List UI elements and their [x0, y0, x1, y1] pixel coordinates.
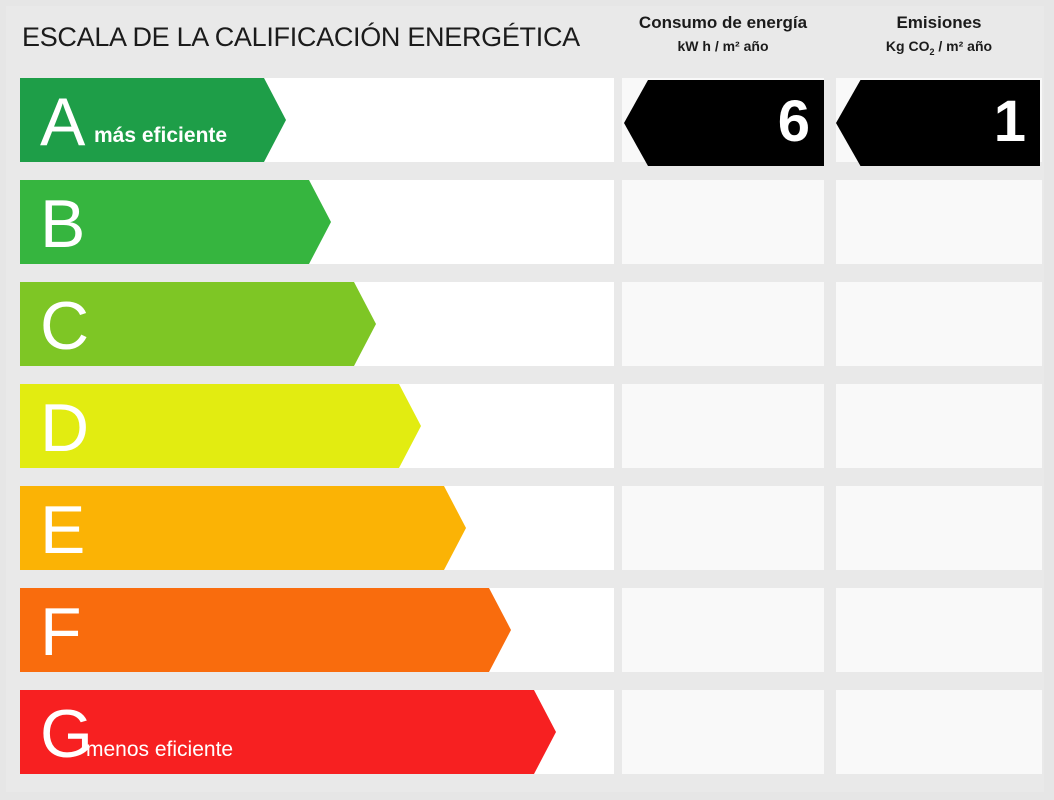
- class-letter-c: C: [40, 288, 90, 364]
- class-arrow-e: E: [20, 486, 466, 570]
- emisiones-cell-b: [836, 180, 1042, 264]
- consumo-header-unit: kW h / m² año: [677, 38, 769, 54]
- class-letter-a: A: [40, 84, 86, 160]
- emisiones-cell-f: [836, 588, 1042, 672]
- consumo-cell-c: [622, 282, 824, 366]
- consumo-rating-value: 6: [777, 89, 810, 154]
- emisiones-rating-badge: 1: [836, 80, 1040, 166]
- emisiones-unit-subscript: 2: [929, 46, 935, 57]
- consumo-cell-b: [622, 180, 824, 264]
- class-letter-b: B: [40, 186, 86, 262]
- consumo-cell-d: [622, 384, 824, 468]
- class-letter-e: E: [40, 492, 86, 568]
- class-letter-g: G: [40, 696, 93, 772]
- emisiones-rating-value: 1: [993, 89, 1026, 154]
- consumo-cell-f: [622, 588, 824, 672]
- class-letter-d: D: [40, 390, 90, 466]
- emisiones-column-header: Emisiones Kg CO2 / m² año: [836, 12, 1042, 64]
- consumo-header-title: Consumo de energía: [638, 13, 808, 32]
- consumo-rating-badge: 6: [624, 80, 824, 166]
- label-title: ESCALA DE LA CALIFICACIÓN ENERGÉTICA: [22, 22, 580, 52]
- class-letter-f: F: [40, 594, 82, 670]
- emisiones-unit-pre: Kg CO: [885, 38, 930, 54]
- emisiones-cell-g: [836, 690, 1042, 774]
- consumo-cell-e: [622, 486, 824, 570]
- consumo-cell-g: [622, 690, 824, 774]
- class-note-a: más eficiente: [94, 124, 228, 147]
- class-note-g: menos eficiente: [86, 738, 234, 761]
- emisiones-header-unit: Kg CO2 / m² año: [836, 34, 1042, 64]
- class-arrow-b: B: [20, 180, 331, 264]
- emisiones-cell-c: [836, 282, 1042, 366]
- class-arrow-f: F: [20, 588, 511, 672]
- emisiones-unit-post: / m² año: [934, 38, 993, 54]
- class-arrow-d: D: [20, 384, 421, 468]
- consumo-column-header: Consumo de energía kW h / m² año: [622, 12, 824, 58]
- class-arrow-c: C: [20, 282, 376, 366]
- emisiones-cell-e: [836, 486, 1042, 570]
- emisiones-header-title: Emisiones: [896, 13, 982, 32]
- emisiones-cell-d: [836, 384, 1042, 468]
